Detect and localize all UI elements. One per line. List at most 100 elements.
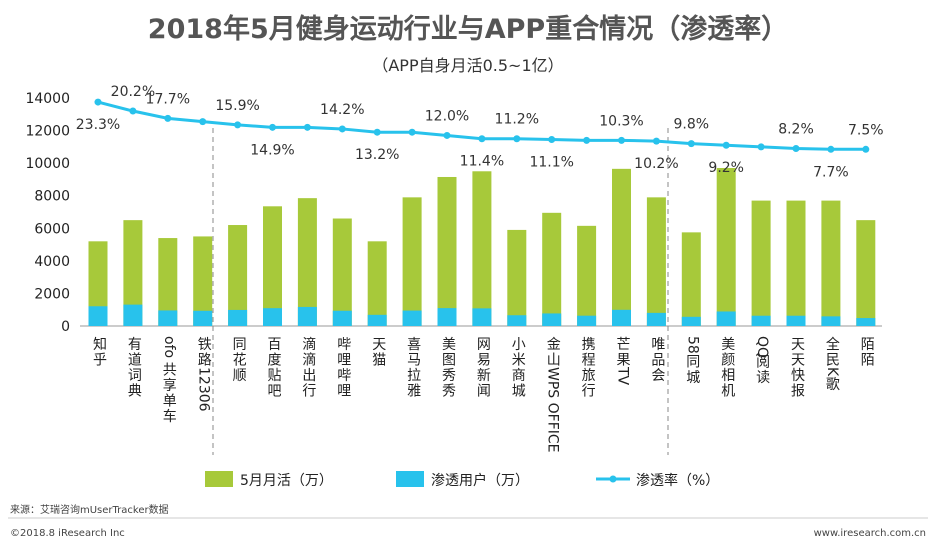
svg-text:哩: 哩 xyxy=(337,384,351,400)
rate-point xyxy=(513,135,521,143)
bar-mau xyxy=(297,198,317,326)
svg-text:阅: 阅 xyxy=(756,354,770,370)
bar-mau xyxy=(786,200,806,326)
bar-mau xyxy=(716,168,736,326)
svg-text:哔: 哔 xyxy=(337,337,351,353)
svg-text:道: 道 xyxy=(128,353,142,369)
svg-text:滴: 滴 xyxy=(302,336,316,353)
svg-text:唯: 唯 xyxy=(651,337,665,353)
svg-text:哩: 哩 xyxy=(337,353,351,369)
bar-penetration-users xyxy=(507,315,527,326)
svg-text:山: 山 xyxy=(547,353,561,369)
rate-point xyxy=(443,131,451,139)
svg-text:顺: 顺 xyxy=(233,368,247,384)
svg-text:网: 网 xyxy=(477,337,491,353)
svg-text:雅: 雅 xyxy=(407,384,421,400)
svg-text:易: 易 xyxy=(477,353,491,369)
svg-text:WPS OFFICE: WPS OFFICE xyxy=(545,367,561,453)
rate-label: 17.7% xyxy=(146,91,190,107)
bar-mau xyxy=(158,238,178,326)
bar-mau xyxy=(542,212,562,326)
chart-subtitle: （APP自身月活0.5~1亿） xyxy=(372,56,563,75)
svg-text:城: 城 xyxy=(512,384,526,400)
bar-penetration-users xyxy=(751,315,771,326)
svg-text:吧: 吧 xyxy=(268,384,282,400)
y-tick-label: 10000 xyxy=(25,156,70,172)
svg-text:天: 天 xyxy=(791,353,805,369)
rate-point xyxy=(792,144,800,152)
penetration-line: 23.3% 20.2%17.7% 15.9% 14.9% 14.2% 13.2% 12.0%… xyxy=(76,84,884,180)
rate-label: 13.2% xyxy=(355,147,399,163)
rate-point xyxy=(94,98,102,106)
source-note: 来源：艾瑞咨询mUserTracker数据 xyxy=(10,503,169,516)
svg-text:相: 相 xyxy=(721,368,735,384)
y-axis: 0 2000 4000 6000 8000 10000 12000 14000 xyxy=(25,91,70,335)
copyright: ©2018.8 iResearch Inc xyxy=(10,528,125,539)
svg-text:颜: 颜 xyxy=(721,353,735,369)
rate-label: 11.2% xyxy=(495,112,539,128)
svg-text:车: 车 xyxy=(163,408,177,425)
bar-mau xyxy=(402,197,422,326)
svg-text:旅: 旅 xyxy=(582,368,596,384)
svg-text:图: 图 xyxy=(442,353,456,369)
svg-text:共: 共 xyxy=(163,363,177,379)
rate-label: 9.2% xyxy=(708,160,744,176)
svg-text:ofo: ofo xyxy=(161,336,177,358)
rate-label: 7.5% xyxy=(848,122,884,138)
svg-text:K: K xyxy=(824,367,840,377)
rate-point xyxy=(757,143,765,151)
category-label: 同花顺 xyxy=(233,337,247,384)
svg-text:携: 携 xyxy=(582,337,596,353)
chart-title: 2018年5月健身运动行业与APP重合情况（渗透率） xyxy=(148,13,788,45)
category-label: 天猫 xyxy=(372,337,386,369)
svg-text:猫: 猫 xyxy=(372,353,386,369)
bar-penetration-users xyxy=(297,306,317,326)
bar-mau xyxy=(577,225,597,326)
rate-point xyxy=(478,135,486,143)
svg-text:拉: 拉 xyxy=(407,368,421,384)
rate-point xyxy=(687,140,695,148)
bars xyxy=(88,168,876,326)
legend-swatch-mau xyxy=(205,471,233,487)
category-label: 知乎 xyxy=(93,336,107,369)
bar-penetration-users xyxy=(716,311,736,326)
rate-label: 11.4% xyxy=(460,154,504,170)
bar-mau xyxy=(507,229,527,326)
svg-text:花: 花 xyxy=(233,353,247,369)
rate-label: 20.2% xyxy=(111,84,155,100)
svg-text:程: 程 xyxy=(582,353,596,369)
bar-penetration-users xyxy=(228,309,248,326)
svg-text:读: 读 xyxy=(756,369,770,386)
rate-point xyxy=(199,118,207,126)
svg-text:会: 会 xyxy=(651,368,665,384)
svg-text:美: 美 xyxy=(721,337,735,353)
bar-mau xyxy=(437,176,457,326)
svg-text:TV: TV xyxy=(615,366,631,386)
bar-penetration-users xyxy=(88,306,108,326)
svg-text:陌: 陌 xyxy=(861,337,875,353)
svg-text:天: 天 xyxy=(791,337,805,353)
rate-label: 23.3% xyxy=(76,117,120,133)
y-tick-label: 8000 xyxy=(34,189,70,205)
bar-mau xyxy=(193,236,213,326)
svg-text:品: 品 xyxy=(651,353,665,369)
bar-mau xyxy=(88,241,108,326)
rate-point xyxy=(862,145,870,153)
rate-label: 11.1% xyxy=(529,155,573,171)
rate-point xyxy=(269,123,276,131)
svg-text:快: 快 xyxy=(791,368,805,384)
rate-label: 9.8% xyxy=(674,117,710,133)
bar-mau xyxy=(228,225,248,326)
rate-label: 14.9% xyxy=(250,142,294,158)
rate-label: 10.3% xyxy=(599,113,643,129)
legend-label-penetration-users: 渗透用户（万） xyxy=(431,472,529,489)
